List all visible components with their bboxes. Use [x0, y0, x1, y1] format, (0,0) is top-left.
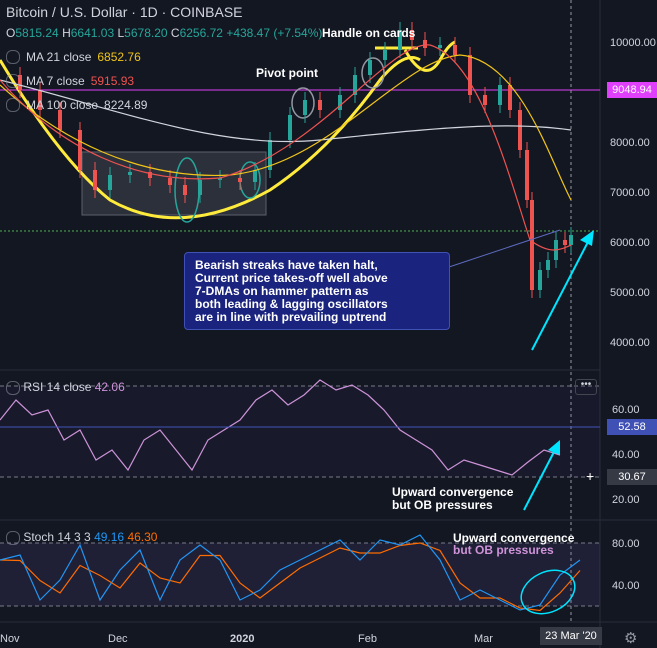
candle-body	[58, 110, 62, 130]
price-label: 6000.00	[610, 237, 650, 249]
visibility-icon[interactable]	[6, 50, 20, 64]
candle-body	[398, 30, 402, 50]
candle-body	[108, 175, 112, 190]
highlight-price-tag: 9048.94	[607, 82, 657, 98]
cup-curve	[0, 56, 421, 220]
stoch-legend[interactable]: Stoch 14 3 3 49.16 46.30	[6, 530, 157, 545]
price-label: 4000.00	[610, 337, 650, 349]
price-label: 7000.00	[610, 187, 650, 199]
rsi-legend[interactable]: RSI 14 close 42.06	[6, 380, 125, 395]
candle-body	[530, 200, 534, 290]
candle-body	[338, 95, 342, 110]
candlestick-series	[18, 22, 573, 298]
crosshair-value-tag: 30.67	[607, 469, 657, 485]
candle-body	[453, 45, 457, 55]
candle-body	[518, 110, 522, 150]
candle-body	[218, 178, 222, 180]
price-label: 5000.00	[610, 287, 650, 299]
candle-body	[18, 75, 22, 90]
ma100-line	[0, 79, 572, 143]
candle-body	[438, 45, 442, 48]
rsi-note: Upward convergence	[392, 485, 514, 499]
candle-body	[498, 85, 502, 105]
legend-ma100[interactable]: MA 100 close 8224.89	[6, 98, 147, 112]
candle-body	[546, 260, 550, 270]
candle-body	[525, 150, 529, 200]
symbol-title[interactable]: Bitcoin / U.S. Dollar · 1D · COINBASE	[6, 4, 243, 20]
candle-body	[468, 55, 472, 95]
candle-body	[368, 60, 372, 75]
candle-body	[538, 270, 542, 290]
time-label: Dec	[108, 633, 128, 645]
legend-ma7[interactable]: MA 7 close 5915.93	[6, 74, 134, 88]
candle-body	[268, 140, 272, 170]
rsi-note: but OB pressures	[392, 498, 493, 512]
handle-label: Handle on cards	[322, 26, 416, 40]
pivot-label: Pivot point	[256, 66, 318, 80]
legend-ma21[interactable]: MA 21 close 6852.76	[6, 50, 141, 64]
rsi-axis-label: 40.00	[612, 449, 640, 461]
price-label: 8000.00	[610, 137, 650, 149]
candle-body	[288, 115, 292, 140]
candle-body	[183, 185, 187, 195]
candle-body	[318, 100, 322, 110]
candle-body	[563, 240, 567, 245]
stoch-note: but OB pressures	[453, 543, 554, 557]
candle-body	[93, 170, 97, 190]
visibility-icon[interactable]	[6, 380, 20, 395]
ohlc-readout: O5815.24 H6641.03 L5678.20 C6256.72 +438…	[6, 26, 323, 40]
candle-body	[569, 235, 573, 245]
candle-body	[353, 75, 357, 95]
visibility-icon[interactable]	[6, 98, 20, 112]
stoch-axis-label: 80.00	[612, 538, 640, 550]
rsi-axis-label: 60.00	[612, 404, 640, 416]
time-label: 2020	[230, 633, 255, 645]
rsi-level-tag: 52.58	[607, 419, 657, 435]
visibility-icon[interactable]	[6, 530, 20, 545]
candle-body	[303, 100, 307, 115]
candle-body	[253, 170, 257, 182]
crosshair-icon: +	[586, 468, 595, 484]
stoch-axis-label: 40.00	[612, 580, 640, 592]
candle-body	[383, 50, 387, 60]
gear-icon[interactable]: ⚙	[624, 630, 638, 647]
time-label: Nov	[0, 633, 20, 645]
candle-body	[508, 85, 512, 110]
candle-body	[238, 178, 242, 182]
visibility-icon[interactable]	[6, 74, 20, 88]
rsi-axis-label: 20.00	[612, 494, 640, 506]
analysis-callout: Bearish streaks have taken halt, Current…	[184, 252, 450, 330]
time-label: Mar	[474, 633, 493, 645]
candle-body	[38, 90, 42, 110]
price-label: 10000.00	[610, 37, 656, 49]
candle-body	[78, 130, 82, 170]
candle-body	[483, 95, 487, 105]
candle-body	[410, 30, 414, 40]
stoch-note: Upward convergence	[453, 531, 575, 545]
more-options-button[interactable]: •••	[575, 379, 597, 395]
candle-body	[148, 172, 152, 178]
candle-body	[198, 180, 202, 195]
cursor-date-tag: 23 Mar '20	[540, 627, 602, 645]
candle-body	[128, 172, 132, 175]
ma21-line	[0, 54, 572, 201]
candle-body	[423, 40, 427, 48]
time-label: Feb	[358, 633, 377, 645]
candle-body	[168, 178, 172, 185]
